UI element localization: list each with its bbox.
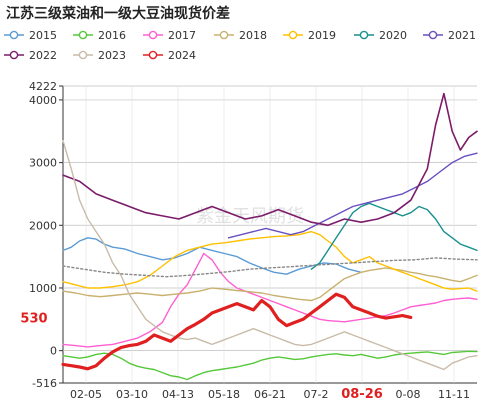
y-tick-label: 2000 <box>29 219 57 232</box>
legend-item-label[interactable]: 2024 <box>168 49 196 62</box>
legend-marker-circle[interactable] <box>78 30 88 40</box>
series-line-2019 <box>62 230 478 292</box>
y-tick-label: 3000 <box>29 157 57 170</box>
series-line-2022 <box>62 92 478 227</box>
y-tick-label: 4000 <box>29 94 57 107</box>
x-tick-label: 06-21 <box>254 388 286 401</box>
legend-marker-circle[interactable] <box>428 30 438 40</box>
x-tick-label-current: 08-26 <box>341 387 383 402</box>
legend-marker-circle[interactable] <box>78 50 88 60</box>
series-line-2021 <box>227 152 478 239</box>
series-line-2015 <box>62 237 362 275</box>
series-line-2024 <box>61 292 413 371</box>
y-tick-label: 0 <box>50 345 57 358</box>
series-line-2015-2023均值 <box>62 257 478 278</box>
legend-item-label[interactable]: 2015 <box>29 29 57 42</box>
legend-marker-circle[interactable] <box>219 30 229 40</box>
x-tick-label: 0-08 <box>396 388 421 401</box>
series-line-2023 <box>62 140 478 371</box>
current-value-label: 530 <box>20 311 47 326</box>
y-tick-label: -516 <box>32 377 57 390</box>
x-tick-label: 05-18 <box>208 388 240 401</box>
y-tick-label: 4222 <box>29 80 57 93</box>
series-line-2016 <box>62 350 478 381</box>
legend-item-label[interactable]: 2023 <box>98 49 126 62</box>
y-tick-label: 1000 <box>29 282 57 295</box>
x-tick-label: 02-05 <box>70 388 102 401</box>
chart-title: 江苏三级菜油和一级大豆油现货价差 <box>6 6 230 22</box>
legend-marker-circle[interactable] <box>9 30 19 40</box>
x-tick-label: 07-2 <box>304 388 329 401</box>
legend-item-label[interactable]: 2018 <box>239 29 267 42</box>
watermark-text: 紫金天风期货 <box>196 206 304 227</box>
legend-item-label[interactable]: 2022 <box>29 49 57 62</box>
x-tick-label: 04-13 <box>162 388 194 401</box>
legend-marker-circle[interactable] <box>359 30 369 40</box>
legend-item-label[interactable]: 2017 <box>168 29 196 42</box>
legend-item-label[interactable]: 2020 <box>379 29 407 42</box>
x-tick-label: 03-10 <box>116 388 148 401</box>
x-tick-label: 11-11 <box>438 388 470 401</box>
legend-item-label[interactable]: 2016 <box>98 29 126 42</box>
legend-marker-circle[interactable] <box>148 50 158 60</box>
legend-marker-circle[interactable] <box>9 50 19 60</box>
legend-marker-circle[interactable] <box>148 30 158 40</box>
series-line-2018 <box>62 267 478 302</box>
legend-marker-circle[interactable] <box>288 30 298 40</box>
legend-item-label[interactable]: 2019 <box>308 29 336 42</box>
legend-item-label[interactable]: 2021 <box>448 29 476 42</box>
series-line-2017 <box>62 252 478 348</box>
